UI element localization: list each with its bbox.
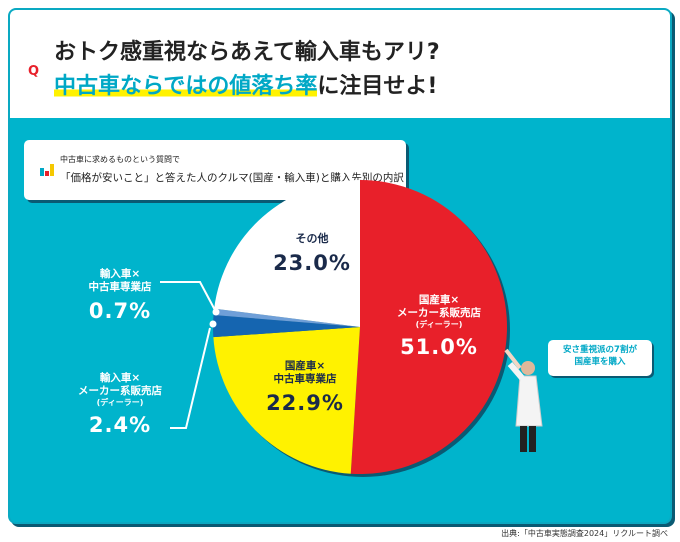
pointer-import-dealer-dot xyxy=(209,320,217,328)
pointer-import-used-dot xyxy=(212,308,220,316)
title-highlight: 中古車ならではの値落ち率 xyxy=(54,74,318,99)
pie-slice-3 xyxy=(213,308,360,327)
label-text: 輸入車× xyxy=(99,268,141,280)
title-line1: おトク感重視ならあえて輸入車もアリ? xyxy=(54,40,440,65)
label-pct: 22.9% xyxy=(266,391,344,416)
title-line2: 中古車ならではの値落ち率に注目せよ! xyxy=(54,68,437,100)
label-text: (ディーラー) xyxy=(96,398,144,408)
pie-chart xyxy=(160,180,510,477)
pie-slice-4 xyxy=(214,180,360,327)
bar-chart-icon xyxy=(40,164,54,176)
label-text: 中古車専業店 xyxy=(273,373,337,386)
label-pct: 2.4% xyxy=(88,413,152,438)
q-mark: Q xyxy=(28,64,40,79)
source-note: 出典:「中古車実態調査2024」リクルート調べ xyxy=(501,529,668,538)
label-text: 国産車× xyxy=(284,360,326,372)
label-domestic-dealer: 国産車× メーカー系販売店 (ディーラー) 51.0% xyxy=(384,294,494,361)
label-import-used: 輸入車× 中古車専業店 0.7% xyxy=(70,268,170,325)
label-other-pct: 23.0% xyxy=(273,250,351,275)
label-other: その他 23.0% xyxy=(272,232,352,276)
infographic-card: Q おトク感重視ならあえて輸入車もアリ? 中古車ならではの値落ち率に注目せよ! … xyxy=(8,8,672,524)
label-domestic-used: 国産車× 中古車専業店 22.9% xyxy=(255,360,355,417)
presenter-figure xyxy=(504,348,543,452)
speech-bubble: 安さ重視派の7割が 国産車を購入 xyxy=(548,340,652,376)
pie-slice-0 xyxy=(350,180,508,474)
pointer-import-used xyxy=(160,281,217,313)
bubble-line2: 国産車を購入 xyxy=(574,356,626,367)
label-text: 中古車専業店 xyxy=(88,281,152,294)
header: Q おトク感重視ならあえて輸入車もアリ? 中古車ならではの値落ち率に注目せよ! xyxy=(10,10,670,118)
label-pct: 0.7% xyxy=(88,299,152,324)
label-other-text: その他 xyxy=(295,232,329,245)
subtitle-line2: 「価格が安いこと」と答えた人のクルマ(国産・輸入車)と購入先別の内訳 xyxy=(60,172,404,184)
pointer-import-dealer xyxy=(170,327,211,429)
label-text: メーカー系販売店 xyxy=(397,307,481,320)
label-text: (ディーラー) xyxy=(415,320,463,330)
label-pct: 51.0% xyxy=(400,335,478,360)
label-text: メーカー系販売店 xyxy=(78,385,162,398)
label-import-dealer: 輸入車× メーカー系販売店 (ディーラー) 2.4% xyxy=(65,372,175,439)
bubble-line1: 安さ重視派の7割が xyxy=(563,345,637,355)
label-text: 輸入車× xyxy=(99,372,141,384)
title-rest: に注目せよ! xyxy=(317,74,438,99)
pie-slice-2 xyxy=(213,315,360,338)
subtitle-line1: 中古車に求めるものという質問で xyxy=(60,155,180,164)
pie-slice-1 xyxy=(213,327,360,474)
label-text: 国産車× xyxy=(418,294,460,306)
